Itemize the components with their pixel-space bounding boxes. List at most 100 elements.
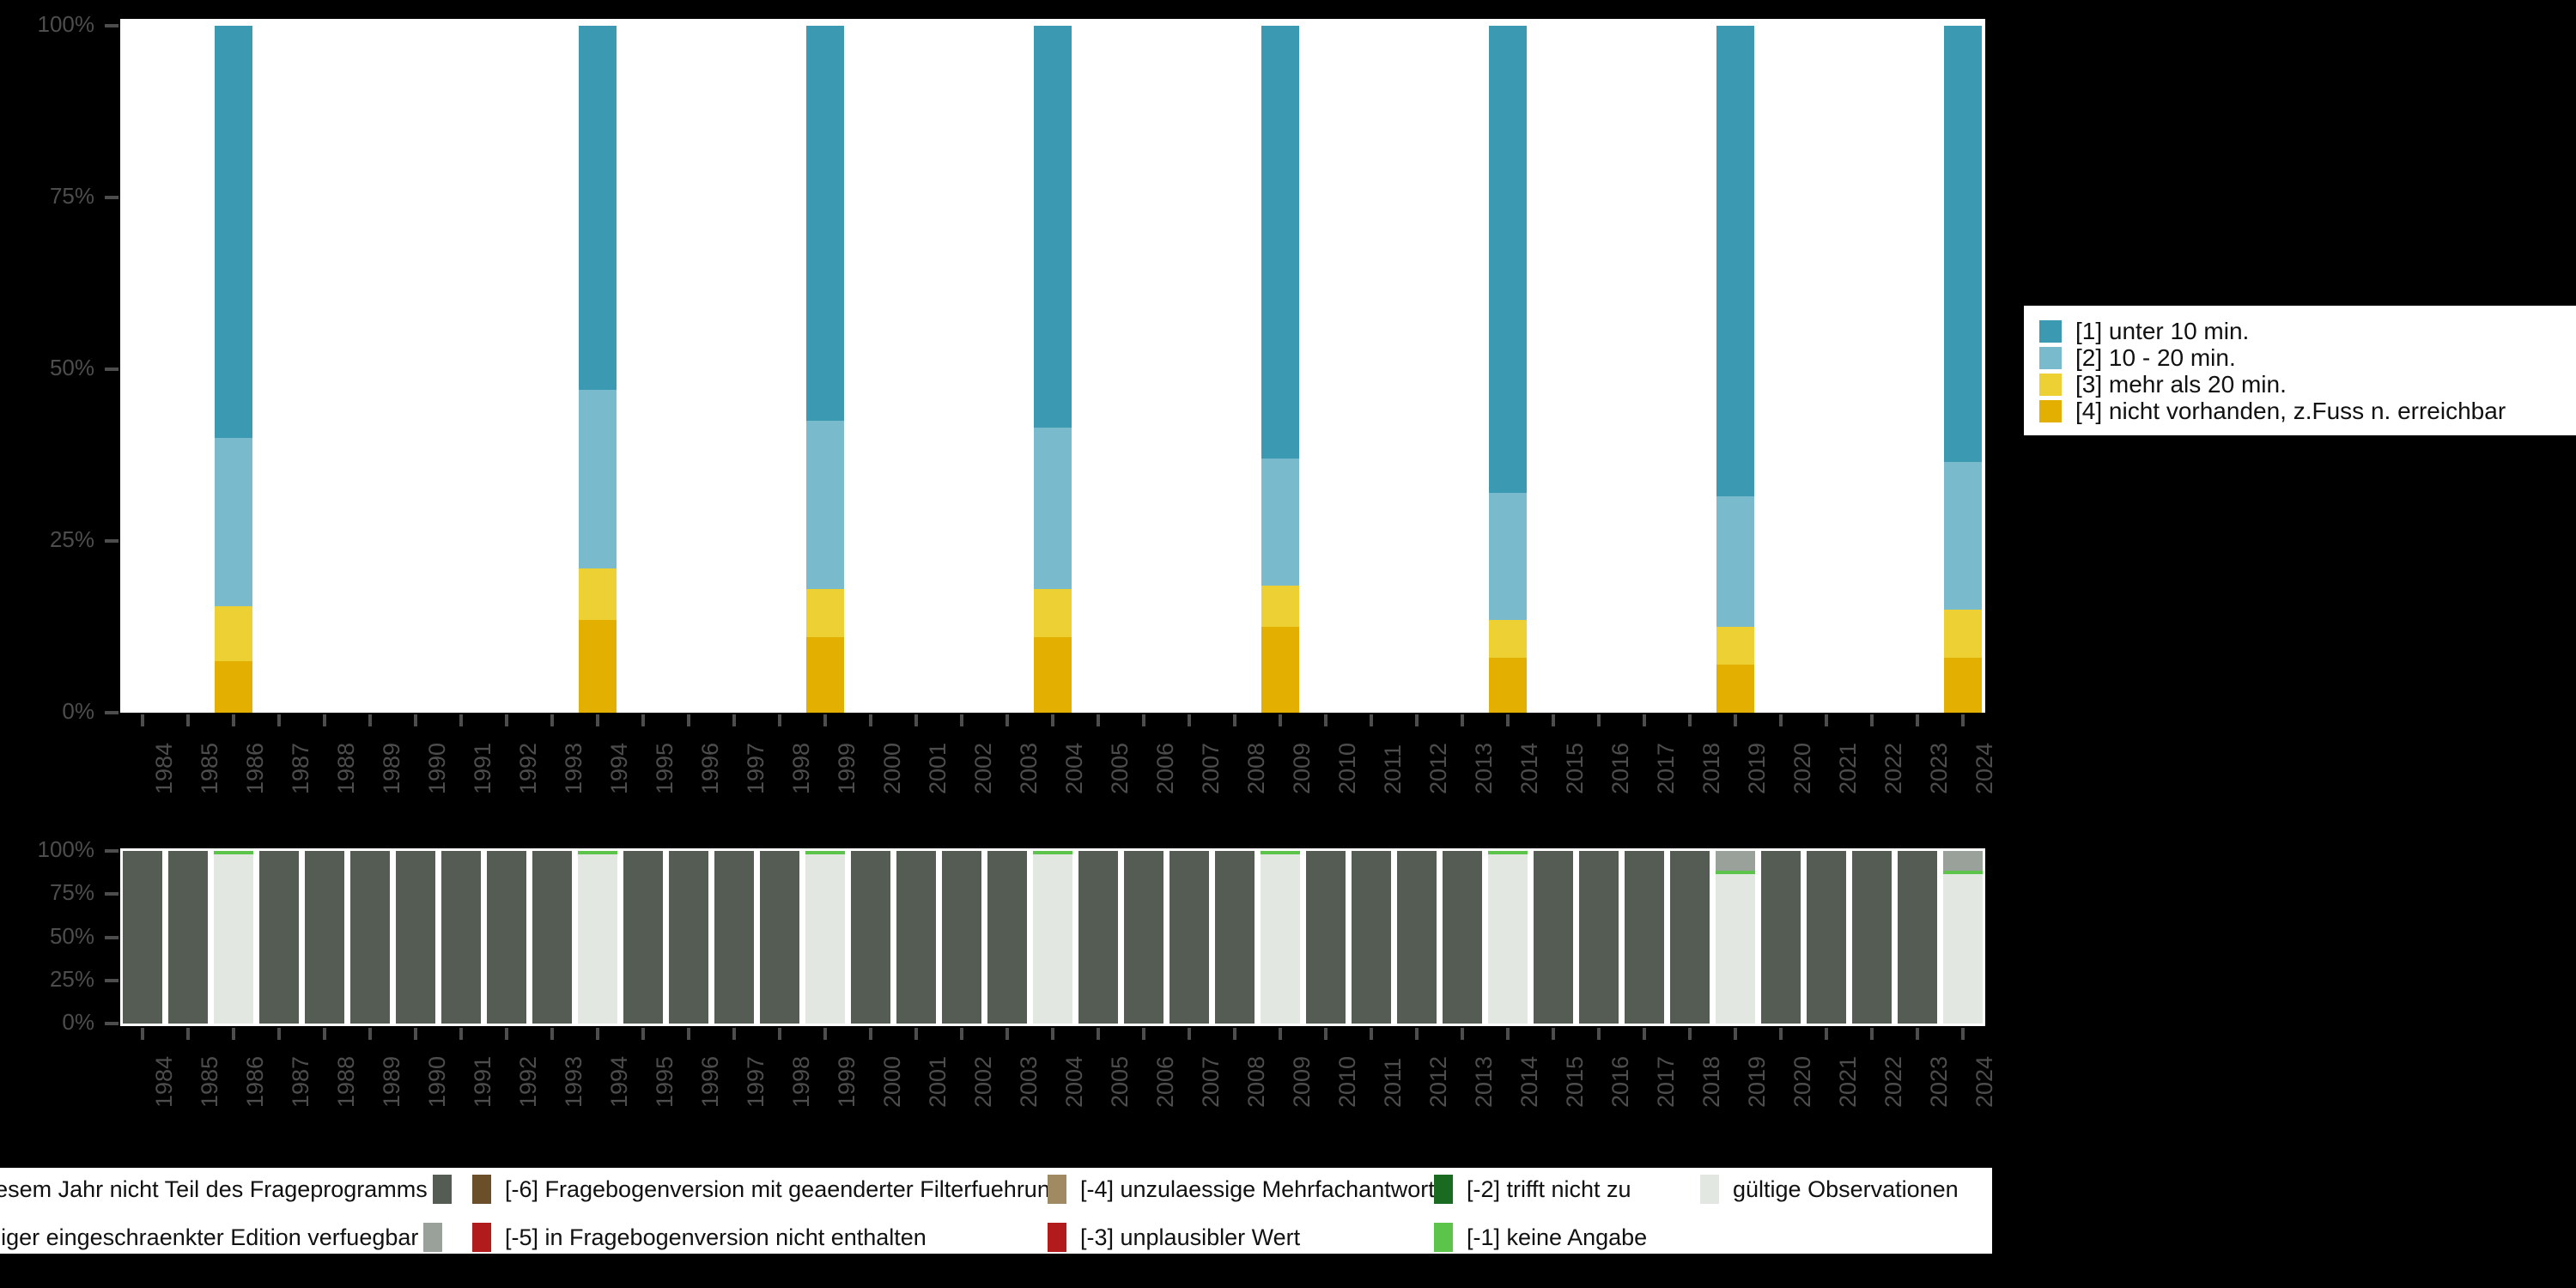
validity-y-tick-mark [105,1022,118,1025]
validity-bar[interactable] [1897,851,1937,1024]
legend-item[interactable]: [4] nicht vorhanden, z.Fuss n. erreichba… [2039,398,2576,424]
validity-bar[interactable] [1214,851,1255,1024]
validity-bar-segment [1897,851,1937,1024]
validity-x-tick-mark [1141,1028,1145,1040]
distribution-y-tick-mark [105,368,118,371]
validity-bar[interactable] [942,851,982,1024]
validity-x-tick-mark [323,1028,327,1040]
validity-legend-item-label: gültige Observationen [1733,1176,1959,1202]
distribution-bar[interactable] [806,26,845,713]
validity-bar[interactable] [1669,851,1710,1024]
validity-bar[interactable] [532,851,573,1024]
validity-y-tick-label: 50% [49,922,94,949]
validity-bar[interactable] [1396,851,1437,1024]
validity-x-tick-label: 2020 [1789,1055,1815,1108]
validity-bar[interactable] [1305,851,1346,1024]
distribution-bar[interactable] [1943,26,1982,713]
validity-bar[interactable] [896,851,937,1024]
validity-bar[interactable] [350,851,391,1024]
validity-bar[interactable] [1123,851,1163,1024]
distribution-y-tick-label: 75% [49,183,94,209]
distribution-bar[interactable] [215,26,253,713]
validity-legend-item[interactable]: [-8] nur in weniger eingeschraenkter Edi… [0,1223,443,1252]
distribution-y-tick-mark [105,711,118,714]
validity-bar-segment [851,851,891,1024]
distribution-x-tick-label: 2013 [1470,742,1497,794]
validity-bar[interactable] [851,851,891,1024]
validity-bar[interactable] [1578,851,1619,1024]
validity-legend-item[interactable]: [-3] unplausibler Wert [1048,1223,1300,1252]
validity-bar-segment [259,851,300,1024]
validity-bar[interactable] [214,851,254,1024]
distribution-bar[interactable] [1488,26,1527,713]
validity-bar[interactable] [396,851,436,1024]
validity-bar[interactable] [487,851,527,1024]
distribution-bar-segment [806,637,845,713]
validity-x-tick-mark [1005,1028,1010,1040]
distribution-bar[interactable] [1261,26,1299,713]
validity-bar[interactable] [123,851,163,1024]
validity-bar[interactable] [760,851,800,1024]
validity-bar[interactable] [1715,851,1755,1024]
distribution-bar-segment [1034,26,1072,428]
validity-bar-segment [396,851,436,1024]
validity-bar[interactable] [1851,851,1892,1024]
distribution-bar[interactable] [579,26,617,713]
validity-legend-item[interactable]: [-5] in Fragebogenversion nicht enthalte… [472,1223,927,1252]
validity-bar[interactable] [1033,851,1072,1024]
validity-bar-segment [1715,874,1755,1024]
distribution-bar-segment [579,620,617,713]
distribution-x-tick-label: 2024 [1971,742,1997,794]
legend-item[interactable]: [1] unter 10 min. [2039,318,2576,344]
validity-bar[interactable] [1169,851,1209,1024]
validity-bar-segment [532,851,573,1024]
legend-item[interactable]: [3] mehr als 20 min. [2039,371,2576,398]
validity-bar[interactable] [1351,851,1391,1024]
distribution-x-tick-label: 2019 [1743,742,1770,794]
validity-bar[interactable] [1533,851,1573,1024]
distribution-bar[interactable] [1716,26,1754,713]
validity-bar[interactable] [1260,851,1300,1024]
validity-bar[interactable] [168,851,209,1024]
validity-bar[interactable] [1624,851,1664,1024]
validity-bar[interactable] [714,851,755,1024]
validity-x-tick-label: 1994 [606,1055,633,1108]
distribution-bar-segment [579,568,617,620]
validity-legend-item-label: [-4] unzulaessige Mehrfachantwort [1080,1176,1435,1202]
validity-bar-segment [214,854,254,1024]
validity-x-tick-mark [1551,1028,1555,1040]
validity-bar[interactable] [1078,851,1118,1024]
distribution-bar[interactable] [1034,26,1072,713]
distribution-bar-segment [1488,26,1527,493]
validity-x-tick-label: 2000 [879,1055,906,1108]
validity-bar[interactable] [669,851,709,1024]
validity-x-tick-mark [368,1028,373,1040]
validity-legend-item[interactable]: [-6] Fragebogenversion mit geaenderter F… [472,1175,1063,1204]
validity-bar[interactable] [1442,851,1482,1024]
validity-bar[interactable] [623,851,664,1024]
validity-legend-item[interactable]: gültige Observationen [1700,1175,1959,1204]
validity-legend-item[interactable]: [-2] trifft nicht zu [1434,1175,1631,1204]
validity-bar[interactable] [1942,851,1983,1024]
validity-legend-item[interactable]: [-4] unzulaessige Mehrfachantwort [1048,1175,1435,1204]
validity-bar[interactable] [578,851,618,1024]
distribution-y-tick-mark [105,539,118,543]
distribution-x-tick-mark [141,714,145,726]
validity-bar[interactable] [805,851,846,1024]
validity-bar[interactable] [441,851,482,1024]
validity-bar[interactable] [1760,851,1801,1024]
validity-legend-item[interactable]: [-1] keine Angabe [1434,1223,1647,1252]
validity-bar[interactable] [259,851,300,1024]
validity-bar[interactable] [1806,851,1846,1024]
validity-bar-segment [578,851,618,854]
validity-x-tick-label: 1996 [697,1055,724,1108]
validity-bar[interactable] [987,851,1028,1024]
legend-item[interactable]: [2] 10 - 20 min. [2039,344,2576,371]
legend-color-swatch [2039,346,2062,369]
distribution-bar-segment [1488,493,1527,620]
validity-x-tick-label: 2012 [1425,1055,1451,1108]
validity-bar[interactable] [305,851,345,1024]
validity-legend-item[interactable]: [-7] Frage in diesem Jahr nicht Teil des… [0,1175,452,1204]
validity-y-tick-mark [105,978,118,982]
validity-bar[interactable] [1487,851,1528,1024]
